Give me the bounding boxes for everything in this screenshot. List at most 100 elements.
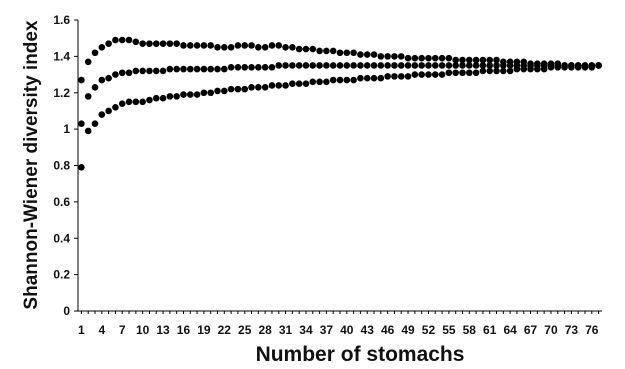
data-point	[513, 65, 521, 73]
data-point	[438, 71, 446, 78]
data-point	[146, 40, 153, 47]
data-point	[173, 93, 180, 100]
data-point	[547, 63, 555, 71]
data-point	[227, 43, 235, 51]
data-point	[363, 51, 371, 58]
data-point	[98, 76, 106, 84]
x-tick-label: 13	[156, 323, 170, 337]
data-point	[350, 49, 357, 57]
data-point	[370, 74, 378, 82]
data-point	[486, 67, 494, 75]
data-point	[132, 67, 140, 75]
x-tick-label: 25	[238, 323, 252, 337]
data-point	[581, 63, 589, 71]
data-point	[574, 63, 582, 71]
data-point	[500, 62, 507, 69]
data-point	[397, 62, 405, 69]
data-point	[180, 65, 187, 73]
data-point	[186, 42, 194, 49]
data-point	[105, 40, 112, 47]
data-point	[472, 69, 480, 77]
x-axis-title: Number of stomachs	[256, 343, 465, 366]
data-point	[431, 54, 439, 62]
y-tick-label: 0.4	[53, 231, 70, 245]
data-point	[343, 49, 351, 57]
data-point	[105, 74, 112, 82]
data-point	[452, 69, 459, 77]
data-point	[479, 56, 487, 64]
data-point	[295, 62, 303, 69]
data-point	[84, 93, 92, 100]
data-point	[200, 89, 208, 97]
data-point	[316, 62, 323, 69]
data-point	[282, 43, 289, 51]
data-point	[452, 56, 459, 64]
data-point	[350, 62, 357, 69]
data-point	[479, 62, 487, 69]
data-point	[221, 87, 228, 95]
data-point	[472, 62, 480, 69]
data-point	[493, 56, 500, 64]
data-point	[146, 67, 153, 75]
data-point	[125, 69, 133, 77]
x-tick-label: 34	[299, 323, 313, 337]
data-point	[241, 85, 249, 93]
data-point	[411, 62, 419, 69]
data-point	[295, 45, 303, 53]
data-point	[118, 36, 126, 44]
data-point	[445, 62, 453, 69]
data-point	[275, 62, 283, 69]
data-point	[479, 67, 487, 75]
data-point	[493, 62, 500, 69]
data-point	[295, 80, 303, 87]
data-point	[370, 51, 378, 58]
data-point	[316, 78, 323, 86]
data-point	[486, 56, 494, 64]
x-tick-label: 52	[422, 323, 436, 337]
x-tick-label: 28	[258, 323, 272, 337]
data-point	[152, 40, 160, 47]
data-point	[248, 83, 255, 91]
data-point	[472, 56, 480, 64]
data-point	[363, 62, 371, 69]
x-tick-label: 1	[78, 323, 85, 337]
data-point	[282, 62, 289, 69]
data-point	[465, 62, 473, 69]
data-point	[248, 63, 255, 71]
data-point	[139, 67, 146, 75]
data-point	[391, 62, 398, 69]
data-point	[98, 43, 106, 51]
data-point	[112, 36, 119, 44]
data-point	[261, 83, 269, 91]
data-point	[105, 107, 112, 115]
data-point	[486, 62, 494, 69]
data-point	[241, 42, 249, 49]
data-point	[418, 71, 425, 78]
data-point	[261, 43, 269, 51]
data-point	[214, 87, 221, 95]
data-point	[180, 91, 187, 98]
data-point	[323, 47, 330, 55]
x-tick-label: 37	[320, 323, 334, 337]
data-point	[289, 80, 296, 87]
data-point	[186, 91, 194, 98]
data-point	[166, 65, 174, 73]
data-point	[445, 54, 453, 62]
x-tick-label: 76	[585, 323, 599, 337]
data-point	[289, 62, 296, 69]
data-point	[173, 40, 180, 47]
data-point	[465, 69, 473, 77]
data-point	[214, 65, 221, 73]
y-tick-label: 1	[63, 122, 70, 136]
x-tick-label: 16	[177, 323, 191, 337]
data-point	[302, 80, 310, 87]
data-point	[568, 63, 575, 71]
y-axis-title: Shannon-Wiener diversity index	[21, 20, 42, 310]
data-point	[534, 65, 541, 73]
data-point	[98, 111, 106, 118]
x-tick-label: 70	[544, 323, 558, 337]
x-tick-label: 55	[442, 323, 456, 337]
data-point	[384, 62, 391, 69]
data-point	[302, 45, 310, 53]
data-point	[500, 67, 507, 75]
